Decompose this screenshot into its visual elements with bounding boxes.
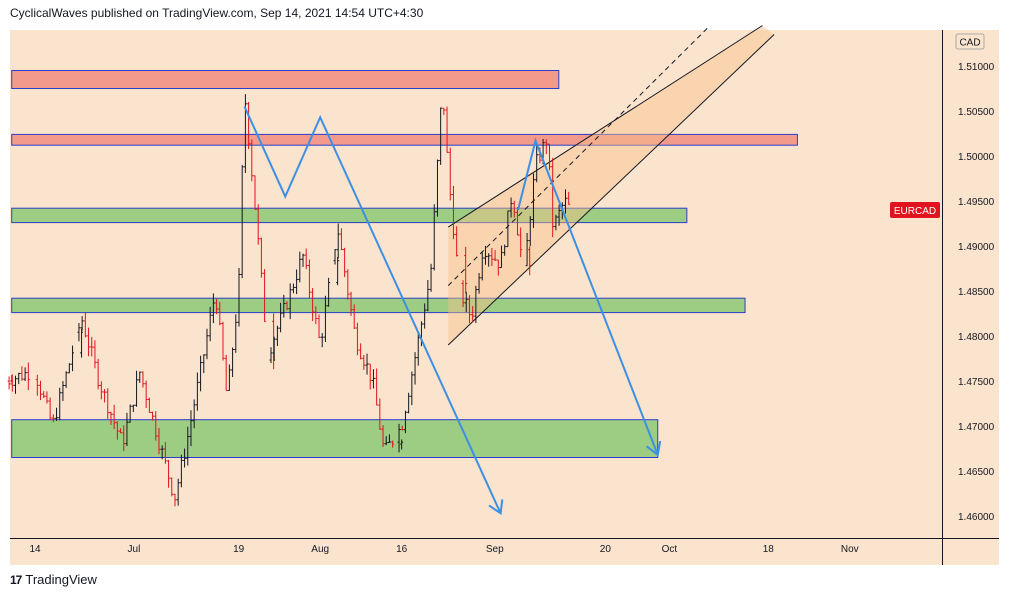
x-tick-label: Sep [486, 544, 504, 555]
x-tick-label: 16 [396, 544, 408, 555]
y-tick-label: 1.51000 [958, 62, 995, 73]
x-tick-label: Aug [311, 544, 329, 555]
x-tick-label: Jul [128, 544, 141, 555]
y-tick-label: 1.48500 [958, 287, 995, 298]
resistance-zone [11, 70, 560, 89]
tradingview-logo-icon: 17 [10, 572, 22, 587]
footer: 17 TradingView [10, 572, 97, 587]
symbol-badge-label: EURCAD [894, 206, 936, 217]
y-tick-label: 1.48000 [958, 332, 995, 343]
x-axis: 14 Jul 19 Aug 16 Sep 20 Oct 18 Nov [29, 544, 858, 555]
publish-info: CyclicalWaves published on TradingView.c… [10, 6, 424, 20]
support-zone [11, 297, 746, 314]
channel-lower-line [447, 34, 775, 346]
channel-upper-line [447, 25, 763, 228]
y-axis: 1.51000 1.50500 1.50000 1.49500 1.49000 1.485… [958, 62, 995, 523]
channel-median-line [447, 25, 711, 286]
resistance-zone [11, 133, 798, 146]
footer-brand: TradingView [25, 572, 97, 587]
y-axis-panel [943, 30, 999, 538]
support-zone [11, 207, 688, 224]
y-tick-label: 1.47000 [958, 422, 995, 433]
x-tick-label: 18 [763, 544, 775, 555]
projection-arrowhead [645, 440, 662, 457]
x-tick-label: 20 [600, 544, 612, 555]
candles-layer [7, 94, 571, 507]
projection-arrowhead [488, 499, 504, 516]
x-tick-label: Oct [662, 544, 678, 555]
support-zone [11, 419, 659, 459]
x-tick-label: 14 [29, 544, 41, 555]
y-tick-label: 1.50000 [958, 152, 995, 163]
y-tick-label: 1.49500 [958, 197, 995, 208]
zones-layer [11, 70, 798, 459]
x-axis-panel [10, 539, 999, 565]
projection-line [517, 137, 659, 456]
y-tick-label: 1.46000 [958, 512, 995, 523]
currency-label-box [955, 33, 985, 50]
projection-layer [243, 106, 662, 516]
symbol-badge [890, 202, 940, 218]
projection-line [243, 106, 502, 514]
x-tick-label: 19 [233, 544, 245, 555]
x-tick-label: Nov [841, 544, 859, 555]
currency-label: CAD [959, 38, 980, 49]
y-tick-label: 1.49000 [958, 242, 995, 253]
y-tick-label: 1.46500 [958, 467, 995, 478]
y-tick-label: 1.50500 [958, 107, 995, 118]
y-tick-label: 1.47500 [958, 377, 995, 388]
